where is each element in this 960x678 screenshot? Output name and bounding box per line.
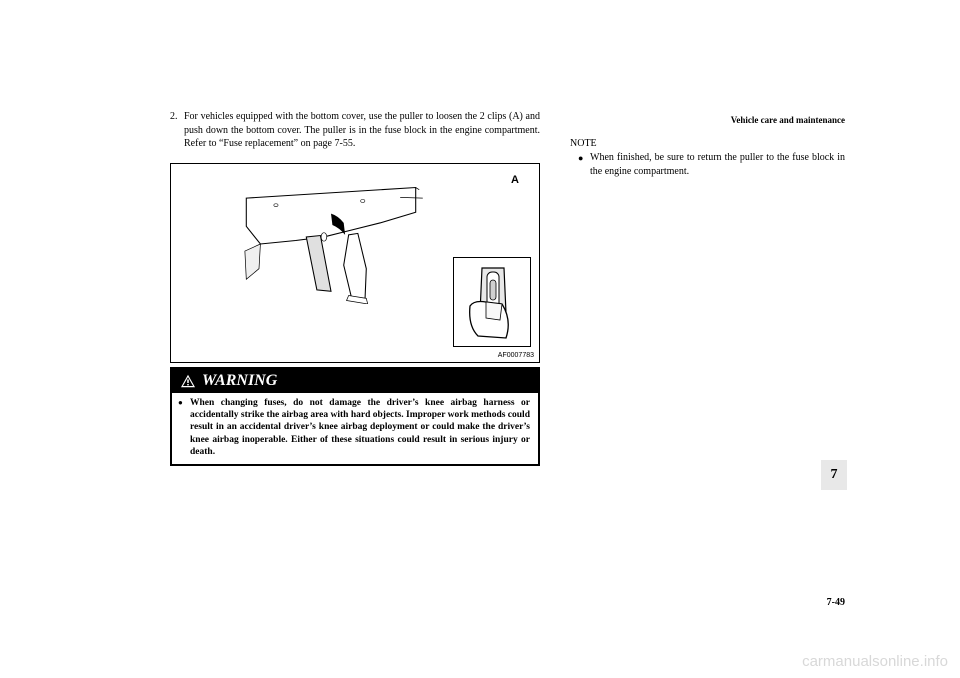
- warning-header: WARNING: [172, 369, 538, 393]
- puller-illustration: [454, 258, 532, 348]
- step-number: 2.: [170, 110, 178, 124]
- figure-inset: [453, 257, 531, 347]
- warning-title: WARNING: [202, 372, 277, 390]
- warning-triangle-icon: [180, 374, 196, 388]
- left-column: 2. For vehicles equipped with the bottom…: [170, 110, 540, 466]
- figure-id: AF0007783: [498, 352, 534, 359]
- warning-body: ● When changing fuses, do not damage the…: [172, 393, 538, 465]
- chapter-tab: 7: [821, 460, 847, 490]
- warning-bullet: ●: [178, 398, 183, 408]
- dashboard-illustration: [201, 184, 461, 304]
- note-text: When finished, be sure to return the pul…: [590, 152, 845, 177]
- watermark: carmanualsonline.info: [802, 653, 948, 670]
- figure-label-a: A: [511, 174, 519, 186]
- note-label: NOTE: [570, 138, 845, 149]
- warning-text: When changing fuses, do not damage the d…: [180, 397, 530, 459]
- page-content: 2. For vehicles equipped with the bottom…: [0, 0, 960, 466]
- figure-dashboard: A AF0007783: [170, 163, 540, 363]
- page-number: 7-49: [827, 597, 845, 608]
- section-header: Vehicle care and maintenance: [731, 115, 845, 125]
- note-text-container: ● When finished, be sure to return the p…: [570, 151, 845, 178]
- step-2-text: 2. For vehicles equipped with the bottom…: [170, 110, 540, 151]
- note-bullet: ●: [578, 152, 583, 164]
- warning-box: WARNING ● When changing fuses, do not da…: [170, 367, 540, 467]
- right-column: NOTE ● When finished, be sure to return …: [570, 110, 845, 466]
- step-body: For vehicles equipped with the bottom co…: [184, 111, 540, 149]
